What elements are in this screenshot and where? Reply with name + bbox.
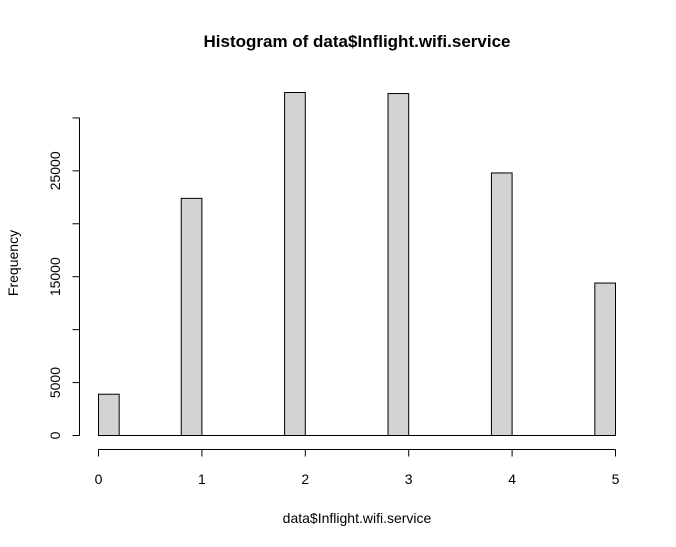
- y-tick-label-3: 15000: [47, 257, 63, 296]
- histogram-bar-4: [490, 172, 513, 436]
- histogram-bar-2: [284, 92, 306, 436]
- chart-title: Histogram of data$Inflight.wifi.service: [203, 32, 510, 51]
- x-axis-label: data$Inflight.wifi.service: [283, 510, 432, 526]
- x-tick-label-0: 0: [95, 471, 103, 487]
- histogram-bar-1: [180, 197, 203, 436]
- y-tick-label-1: 5000: [47, 367, 63, 398]
- x-tick-label-4: 4: [508, 471, 516, 487]
- histogram-bar-5: [594, 282, 617, 436]
- y-tick-label-5: 25000: [47, 151, 63, 190]
- x-tick-label-2: 2: [301, 471, 309, 487]
- bars-group: [98, 92, 617, 436]
- x-axis: 0 1 2 3 4 5: [95, 449, 620, 487]
- y-tick-label-0: 0: [47, 431, 63, 439]
- x-tick-label-1: 1: [198, 471, 206, 487]
- x-tick-label-3: 3: [405, 471, 413, 487]
- y-axis-label: Frequency: [5, 230, 21, 296]
- histogram-bar-0: [98, 393, 120, 436]
- x-tick-label-5: 5: [612, 471, 620, 487]
- y-axis: 0 5000 15000 25000: [47, 117, 80, 439]
- histogram-bar-3: [387, 93, 410, 436]
